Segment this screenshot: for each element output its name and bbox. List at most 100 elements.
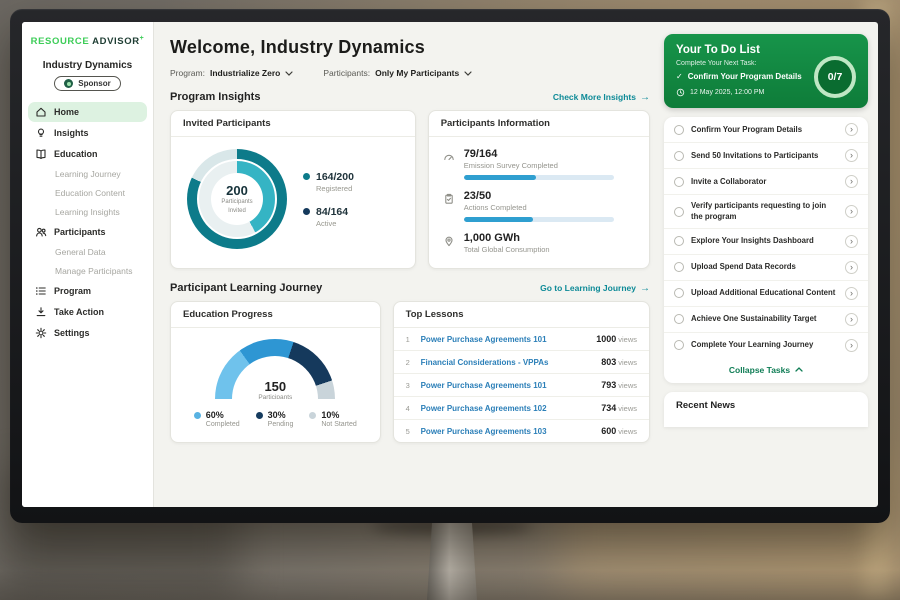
sidebar-item-settings[interactable]: Settings xyxy=(28,323,147,343)
task-checkbox[interactable] xyxy=(674,288,684,299)
book-icon xyxy=(35,148,47,160)
lesson-row: 2 Financial Considerations - VPPAs 803 vi… xyxy=(393,351,649,374)
info-row-consumption: 1,000 GWh Total Global Consumption xyxy=(443,232,635,254)
invited-participants-card: Invited Participants 200 Participants In… xyxy=(170,110,416,269)
lesson-rank: 1 xyxy=(405,334,410,344)
legend-item-completed: 60% Completed xyxy=(193,410,240,428)
program-filter-dropdown[interactable]: Program: Industrialize Zero xyxy=(170,68,293,78)
education-progress-card: Education Progress 150 Participants xyxy=(170,301,381,443)
task-checkbox[interactable] xyxy=(674,124,684,135)
task-expand-button[interactable]: › xyxy=(845,286,858,300)
lesson-row: 4 Power Purchase Agreements 102 734 views xyxy=(393,397,649,420)
sidebar-item-education[interactable]: Education xyxy=(28,144,147,164)
todo-panel: Your To Do List Complete Your Next Task:… xyxy=(662,22,878,507)
info-value: 79/164 xyxy=(463,148,498,160)
task-checkbox[interactable] xyxy=(674,206,684,217)
sidebar-item-manage-participants[interactable]: Manage Participants xyxy=(28,262,147,280)
todo-task-row[interactable]: Upload Spend Data Records › xyxy=(664,255,868,281)
task-checkbox[interactable] xyxy=(674,262,684,273)
todo-task-row[interactable]: Explore Your Insights Dashboard › xyxy=(664,229,868,255)
chevron-right-icon: › xyxy=(850,287,853,298)
legend-label: Active xyxy=(316,218,337,228)
task-label: Complete Your Learning Journey xyxy=(691,340,814,350)
legend-pct: 10% xyxy=(321,410,340,420)
card-title: Education Progress xyxy=(171,302,380,328)
todo-task-row[interactable]: Send 50 Invitations to Participants › xyxy=(664,143,868,170)
bulb-icon xyxy=(35,127,47,139)
lesson-rank: 5 xyxy=(405,426,410,436)
lesson-views: 803 views xyxy=(601,357,637,367)
section-title-program-insights: Program Insights xyxy=(170,91,261,103)
task-expand-button[interactable]: › xyxy=(845,123,858,137)
sponsor-badge[interactable]: Sponsor xyxy=(54,76,121,92)
task-expand-button[interactable]: › xyxy=(845,312,858,326)
lesson-link[interactable]: Power Purchase Agreements 101 xyxy=(420,334,547,344)
task-label: Confirm Your Program Details xyxy=(691,124,803,134)
card-title: Top Lessons xyxy=(393,302,649,328)
learning-cards-row: Education Progress 150 Participants xyxy=(170,301,650,443)
task-checkbox[interactable] xyxy=(674,340,684,351)
page-title: Welcome, Industry Dynamics xyxy=(170,37,425,57)
task-expand-button[interactable]: › xyxy=(845,234,858,248)
sidebar-item-label: Learning Insights xyxy=(55,207,120,218)
lesson-row: 1 Power Purchase Agreements 101 1000 view… xyxy=(393,328,649,351)
chevron-right-icon: › xyxy=(850,339,853,350)
emission-progress-track xyxy=(463,175,614,180)
task-expand-button[interactable]: › xyxy=(845,149,858,163)
lesson-link[interactable]: Power Purchase Agreements 102 xyxy=(420,403,547,413)
collapse-tasks-button[interactable]: Collapse Tasks xyxy=(664,358,868,383)
card-title: Invited Participants xyxy=(171,111,415,137)
sidebar-item-insights[interactable]: Insights xyxy=(28,123,147,143)
lesson-views: 793 views xyxy=(601,380,637,390)
go-to-learning-journey-link[interactable]: Go to Learning Journey → xyxy=(540,283,650,294)
check-more-insights-link[interactable]: Check More Insights → xyxy=(553,92,650,103)
sidebar-item-learning-journey[interactable]: Learning Journey xyxy=(28,165,147,183)
sidebar-item-learning-insights[interactable]: Learning Insights xyxy=(28,203,147,221)
org-name: Industry Dynamics xyxy=(42,60,133,72)
sidebar-item-participants[interactable]: Participants xyxy=(28,222,147,242)
filter-bar: Program: Industrialize Zero Participants… xyxy=(170,68,650,78)
app-logo: RESOURCE ADVISOR+ xyxy=(22,35,153,47)
lesson-link[interactable]: Financial Considerations - VPPAs xyxy=(420,357,549,367)
chevron-down-icon xyxy=(464,68,472,78)
task-checkbox[interactable] xyxy=(674,236,684,247)
info-label: Actions Completed xyxy=(463,203,527,212)
task-expand-button[interactable]: › xyxy=(845,260,858,274)
participants-filter-dropdown[interactable]: Participants: Only My Participants xyxy=(323,68,472,78)
todo-task-row[interactable]: Confirm Your Program Details › xyxy=(664,117,868,144)
todo-task-row[interactable]: Complete Your Learning Journey › xyxy=(664,333,868,358)
gauge-center-label: Participants xyxy=(258,394,293,399)
lesson-link[interactable]: Power Purchase Agreements 101 xyxy=(420,380,547,390)
sidebar-item-label: Education xyxy=(54,149,98,160)
actions-progress-track xyxy=(463,217,614,222)
sidebar-item-home[interactable]: Home xyxy=(28,102,147,123)
todo-task-row[interactable]: Upload Additional Educational Content › xyxy=(664,281,868,307)
task-expand-button[interactable]: › xyxy=(845,175,858,189)
emission-progress-fill xyxy=(463,175,536,180)
task-checkbox[interactable] xyxy=(674,150,684,161)
logo-part-resource: RESOURCE xyxy=(30,36,90,48)
education-legend: 60% Completed 30% Pending 10% xyxy=(193,410,357,428)
sidebar-item-take-action[interactable]: Take Action xyxy=(28,302,147,322)
learning-journey-header: Participant Learning Journey Go to Learn… xyxy=(170,282,650,294)
todo-task-row[interactable]: Invite a Collaborator › xyxy=(664,169,868,196)
sidebar-item-program[interactable]: Program xyxy=(28,281,147,301)
task-checkbox[interactable] xyxy=(674,176,684,187)
logo-plus: + xyxy=(139,35,145,42)
lesson-link[interactable]: Power Purchase Agreements 103 xyxy=(420,426,547,436)
task-expand-button[interactable]: › xyxy=(845,205,858,219)
sidebar-item-general-data[interactable]: General Data xyxy=(28,243,147,261)
todo-next-task-label: Confirm Your Program Details xyxy=(687,72,802,81)
todo-task-row[interactable]: Achieve One Sustainability Target › xyxy=(664,307,868,333)
arrow-right-icon: → xyxy=(640,91,650,103)
legend-item-not-started: 10% Not Started xyxy=(309,410,357,428)
todo-task-row[interactable]: Verify participants requesting to join t… xyxy=(664,195,868,229)
sidebar-item-education-content[interactable]: Education Content xyxy=(28,184,147,202)
task-checkbox[interactable] xyxy=(674,314,684,325)
clipboard-icon xyxy=(443,192,455,204)
info-row-emission: 79/164 Emission Survey Completed xyxy=(443,148,635,180)
logo-part-advisor: ADVISOR xyxy=(92,36,140,48)
gear-icon xyxy=(35,327,47,339)
info-label: Total Global Consumption xyxy=(463,245,550,254)
task-expand-button[interactable]: › xyxy=(845,338,858,352)
